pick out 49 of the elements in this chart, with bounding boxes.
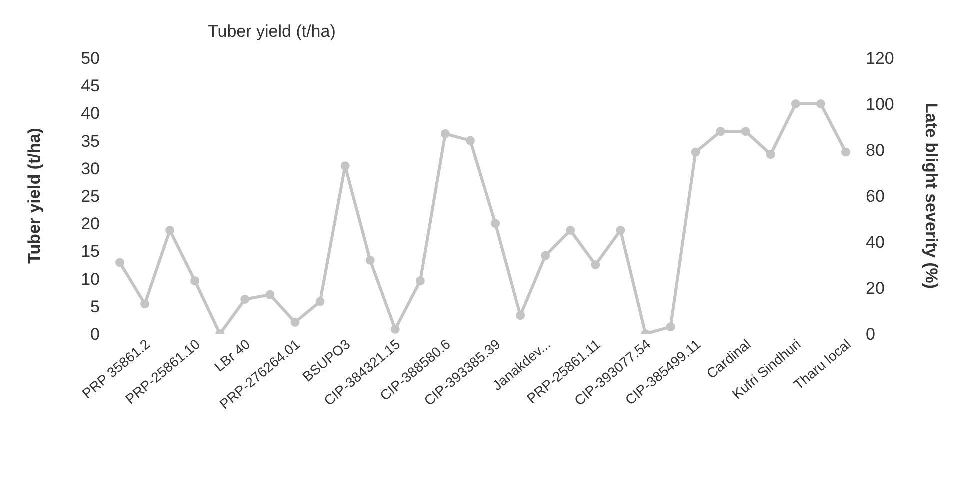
y2-tick-label: 80 (866, 141, 885, 160)
point (416, 276, 425, 286)
y-tick-label: 50 (81, 49, 100, 68)
point (791, 100, 800, 108)
point (240, 295, 250, 304)
point (666, 322, 676, 332)
point (816, 100, 826, 108)
point (116, 258, 124, 268)
point (140, 300, 150, 309)
point (842, 148, 850, 157)
y2-axis-title: Late blight severity (%) (922, 102, 941, 290)
y-tick-label: 20 (81, 214, 100, 234)
y-tick-label: 30 (81, 159, 100, 178)
y2-tick-label: 100 (866, 95, 894, 114)
y2-tick-label: 0 (866, 325, 876, 344)
point (591, 260, 600, 270)
y-tick-label: 10 (81, 270, 100, 289)
y-tick-label: 0 (90, 325, 100, 344)
y-tick-label: 25 (81, 187, 100, 206)
y2-tick-label: 60 (866, 187, 885, 206)
point (190, 276, 200, 286)
y-tick-label: 15 (81, 242, 100, 262)
y-tick-label: 40 (81, 104, 100, 124)
point (516, 311, 526, 320)
point (616, 226, 626, 235)
y-tick-label: 5 (90, 297, 100, 316)
point (716, 127, 726, 136)
y-tick-label: 45 (81, 76, 100, 96)
y2-tick-label: 20 (866, 279, 885, 298)
point (566, 226, 576, 235)
y2-tick-label: 120 (866, 49, 894, 68)
chart-title: Tuber yield (t/ha) (208, 22, 336, 42)
point (491, 219, 500, 228)
point (340, 162, 350, 171)
point (741, 127, 750, 136)
point (390, 324, 400, 334)
point (290, 318, 300, 327)
point (440, 129, 450, 138)
point (691, 148, 700, 157)
y2-tick-label: 40 (866, 233, 885, 252)
y-axis-title: Tuber yield (t/ha) (25, 128, 44, 264)
point (466, 136, 475, 146)
point (366, 256, 375, 265)
point (266, 290, 275, 300)
y-tick-label: 35 (81, 132, 100, 151)
point (541, 251, 550, 260)
point (316, 297, 325, 306)
point (766, 150, 776, 160)
point (166, 226, 175, 235)
